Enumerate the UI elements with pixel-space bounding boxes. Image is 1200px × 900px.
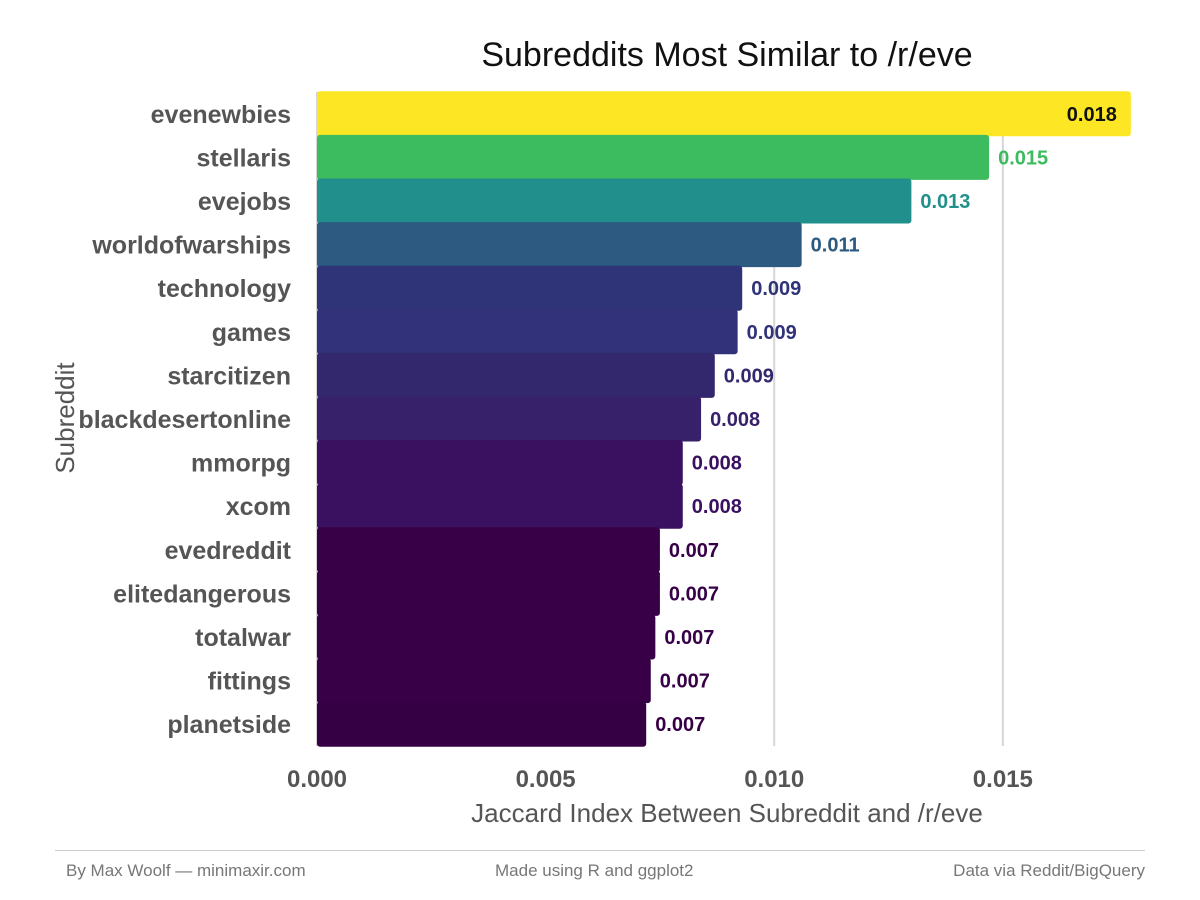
y-axis-title: Subreddit — [50, 362, 80, 474]
value-label-fittings: 0.007 — [660, 671, 710, 693]
category-label-mmorpg: mmorpg — [191, 450, 291, 478]
category-label-worldofwarships: worldofwarships — [91, 232, 291, 260]
footer-source: Data via Reddit/BigQuery — [953, 861, 1145, 880]
bar-elitedangerous — [317, 570, 660, 616]
bar-blackdesertonline — [317, 396, 702, 442]
bars — [317, 91, 1131, 747]
category-labels: evenewbies stellaris evejobs worldofwarship… — [78, 101, 291, 739]
category-label-xcom: xcom — [226, 493, 291, 521]
category-label-blackdesertonline: blackdesertonline — [78, 406, 291, 434]
category-label-stellaris: stellaris — [196, 144, 291, 172]
category-label-evenewbies: evenewbies — [151, 101, 291, 129]
bar-evenewbies — [317, 91, 1131, 137]
value-label-stellaris: 0.015 — [998, 147, 1048, 169]
bar-fittings — [317, 658, 651, 704]
value-label-blackdesertonline: 0.008 — [710, 409, 760, 431]
bar-evedreddit — [317, 527, 660, 573]
x-tick-label: 0.005 — [516, 766, 576, 793]
bar-planetside — [317, 701, 647, 747]
category-label-fittings: fittings — [208, 668, 291, 696]
category-label-technology: technology — [158, 275, 291, 303]
bar-starcitizen — [317, 352, 715, 398]
category-label-starcitizen: starcitizen — [167, 362, 291, 390]
bar-xcom — [317, 483, 683, 529]
value-label-starcitizen: 0.009 — [724, 365, 774, 387]
value-label-planetside: 0.007 — [655, 714, 705, 736]
bar-technology — [317, 265, 743, 311]
footer-divider — [55, 850, 1145, 851]
value-label-totalwar: 0.007 — [664, 627, 714, 649]
value-label-mmorpg: 0.008 — [692, 453, 742, 475]
bar-evejobs — [317, 178, 912, 224]
value-labels: 0.018 0.015 0.013 0.011 0.009 0.009 0.009 0.008… — [655, 104, 1117, 736]
bar-worldofwarships — [317, 222, 802, 268]
bar-mmorpg — [317, 440, 683, 486]
value-label-evenewbies: 0.018 — [1067, 104, 1117, 126]
bar-games — [317, 309, 738, 355]
category-label-evejobs: evejobs — [198, 188, 291, 216]
footer-credit: By Max Woolf — minimaxir.com — [66, 861, 306, 880]
category-label-totalwar: totalwar — [195, 624, 291, 652]
x-tick-label: 0.015 — [973, 766, 1033, 793]
value-label-evedreddit: 0.007 — [669, 540, 719, 562]
x-tick-label: 0.010 — [744, 766, 804, 793]
bar-totalwar — [317, 614, 656, 660]
value-label-technology: 0.009 — [751, 278, 801, 300]
x-axis-title: Jaccard Index Between Subreddit and /r/e… — [471, 798, 983, 828]
value-label-worldofwarships: 0.011 — [811, 235, 860, 257]
chart-title: Subreddits Most Similar to /r/eve — [481, 36, 972, 74]
category-label-evedreddit: evedreddit — [165, 537, 292, 565]
value-label-elitedangerous: 0.007 — [669, 583, 719, 605]
x-tick-label: 0.000 — [287, 766, 347, 793]
category-label-planetside: planetside — [167, 711, 291, 739]
category-label-elitedangerous: elitedangerous — [113, 580, 291, 608]
value-label-evejobs: 0.013 — [920, 191, 970, 213]
bar-stellaris — [317, 134, 990, 180]
value-label-xcom: 0.008 — [692, 496, 742, 518]
x-tick-labels: 0.000 0.005 0.010 0.015 — [287, 766, 1033, 793]
footer-tooling: Made using R and ggplot2 — [495, 861, 694, 880]
value-label-games: 0.009 — [747, 322, 797, 344]
category-label-games: games — [212, 319, 291, 347]
